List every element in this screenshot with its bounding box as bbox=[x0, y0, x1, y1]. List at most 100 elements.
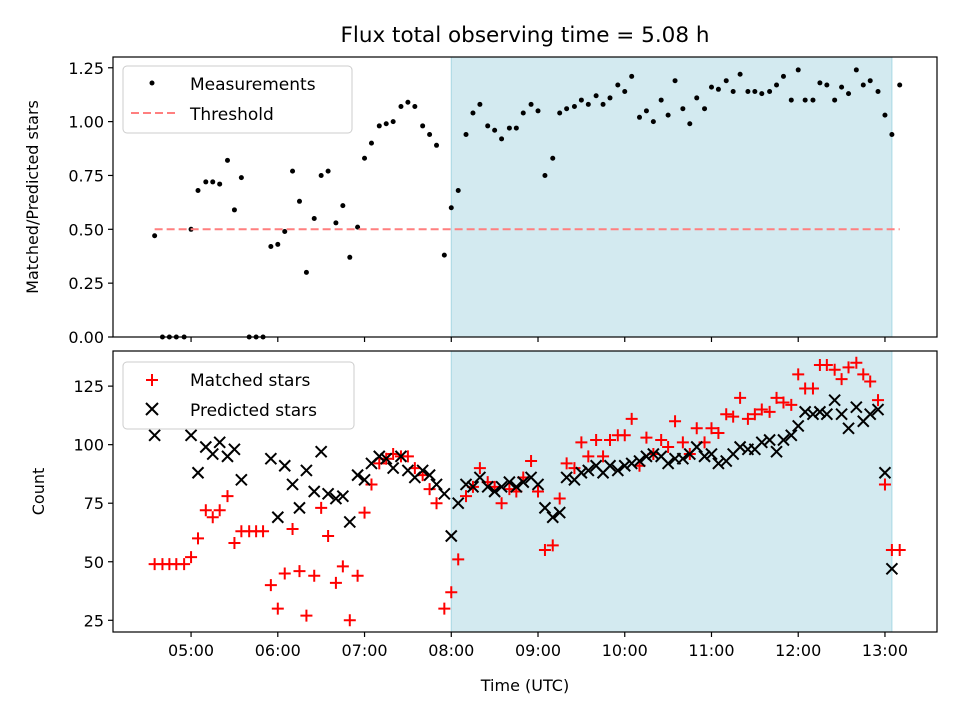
predicted-stars-point bbox=[191, 466, 205, 479]
predicted-stars-point bbox=[184, 429, 198, 442]
measurement-point bbox=[737, 71, 743, 77]
predicted-stars-point bbox=[510, 480, 523, 494]
predicted-stars-point bbox=[308, 485, 321, 498]
matched-stars-point bbox=[199, 504, 212, 517]
predicted-stars-point bbox=[206, 447, 219, 461]
matched-stars-point bbox=[770, 391, 783, 404]
matched-stars-point bbox=[597, 450, 610, 463]
predicted-stars-point bbox=[517, 475, 530, 489]
predicted-stars-point bbox=[235, 473, 248, 486]
x-tick-label: 05:00 bbox=[168, 641, 214, 660]
matched-stars-point bbox=[373, 457, 386, 470]
legend-matched-label: Matched stars bbox=[190, 371, 310, 391]
predicted-stars-point bbox=[733, 440, 747, 454]
predicted-stars-point bbox=[842, 422, 855, 435]
measurement-point bbox=[362, 155, 368, 161]
y-tick-label: 0.00 bbox=[68, 328, 104, 347]
predicted-stars-point bbox=[438, 487, 451, 501]
matched-stars-point bbox=[343, 614, 356, 627]
predicted-stars-point bbox=[640, 450, 653, 463]
measurement-point bbox=[513, 125, 519, 131]
measurement-point bbox=[434, 142, 440, 148]
matched-stars-point bbox=[430, 497, 443, 510]
measurement-point bbox=[860, 82, 866, 88]
predicted-stars-point bbox=[560, 471, 573, 484]
measurement-point bbox=[629, 73, 635, 79]
ratio-y-ticks: 0.00 0.25 0.50 0.75 1.00 1.25 bbox=[68, 59, 113, 347]
measurement-point bbox=[550, 155, 556, 161]
measurement-point bbox=[485, 123, 491, 129]
matched-stars-point bbox=[590, 433, 603, 446]
matched-stars-point bbox=[387, 448, 400, 461]
predicted-stars-point bbox=[763, 433, 776, 447]
measurement-point bbox=[499, 136, 505, 142]
measurement-point bbox=[441, 252, 447, 258]
measurement-point bbox=[897, 82, 903, 88]
predicted-stars-point bbox=[445, 529, 458, 543]
measurement-point bbox=[745, 88, 751, 94]
measurement-point bbox=[600, 101, 606, 107]
predicted-stars-point bbox=[690, 440, 703, 454]
matched-stars-point bbox=[560, 457, 573, 470]
matched-stars-point bbox=[336, 560, 349, 573]
measurement-point bbox=[303, 269, 309, 275]
matched-stars-point bbox=[712, 426, 725, 439]
measurement-point bbox=[535, 108, 541, 114]
predicted-stars-point bbox=[386, 461, 400, 475]
measurement-point bbox=[650, 119, 656, 125]
measurement-point bbox=[470, 110, 476, 116]
measurement-point bbox=[759, 91, 765, 97]
matched-stars-point bbox=[864, 375, 877, 388]
y-tick-label: 25 bbox=[84, 611, 104, 630]
matched-stars-point bbox=[690, 422, 703, 435]
predicted-stars-point bbox=[878, 466, 892, 479]
x-tick-label: 12:00 bbox=[775, 641, 821, 660]
y-tick-label: 50 bbox=[84, 553, 104, 572]
y-tick-label: 0.25 bbox=[68, 274, 104, 293]
y-tick-label: 75 bbox=[84, 494, 104, 513]
matched-stars-point bbox=[278, 567, 291, 580]
x-tick-label: 13:00 bbox=[862, 641, 908, 660]
matched-stars-point bbox=[329, 576, 342, 589]
predicted-stars-point bbox=[430, 478, 443, 491]
matched-stars-point bbox=[401, 450, 414, 463]
predicted-stars-point bbox=[835, 408, 848, 421]
x-tick-label: 08:00 bbox=[428, 641, 474, 660]
ratio-axes-frame bbox=[112, 56, 938, 338]
count-axes-frame bbox=[112, 350, 938, 633]
measurement-point bbox=[694, 95, 700, 101]
predicted-stars-point bbox=[466, 480, 480, 494]
y-tick-label: 100 bbox=[73, 436, 104, 455]
measurement-point bbox=[347, 254, 353, 260]
measurement-point bbox=[715, 86, 721, 92]
measurement-point bbox=[802, 97, 808, 103]
measurement-point bbox=[427, 132, 433, 138]
matched-stars-point bbox=[828, 363, 841, 376]
measurement-point bbox=[680, 106, 686, 112]
measurement-point bbox=[795, 67, 801, 73]
predicted-stars-point bbox=[343, 515, 356, 529]
measurement-point bbox=[780, 73, 786, 79]
measurement-point bbox=[665, 112, 671, 118]
matched-stars-point bbox=[365, 478, 378, 491]
matched-stars-point bbox=[322, 529, 335, 542]
predicted-stars-point bbox=[647, 447, 660, 461]
x-tick-label: 06:00 bbox=[255, 641, 301, 660]
matched-stars-point bbox=[741, 412, 754, 425]
predicted-stars-point bbox=[531, 478, 545, 491]
measurement-point bbox=[290, 168, 296, 174]
measurement-point bbox=[817, 80, 823, 86]
matched-stars-point bbox=[546, 539, 559, 552]
matched-stars-point bbox=[835, 373, 848, 386]
measurement-point bbox=[853, 67, 859, 73]
measurement-point bbox=[867, 78, 873, 84]
predicted-stars-point bbox=[871, 403, 885, 416]
count-legend: Matched stars Predicted stars bbox=[122, 361, 355, 430]
measurement-point bbox=[542, 172, 548, 178]
measurement-point bbox=[376, 123, 382, 129]
measurement-point bbox=[708, 84, 714, 90]
measurement-point bbox=[615, 82, 621, 88]
predicted-stars-point bbox=[495, 480, 508, 494]
matched-stars-point bbox=[705, 422, 718, 435]
matched-stars-point bbox=[553, 492, 566, 505]
